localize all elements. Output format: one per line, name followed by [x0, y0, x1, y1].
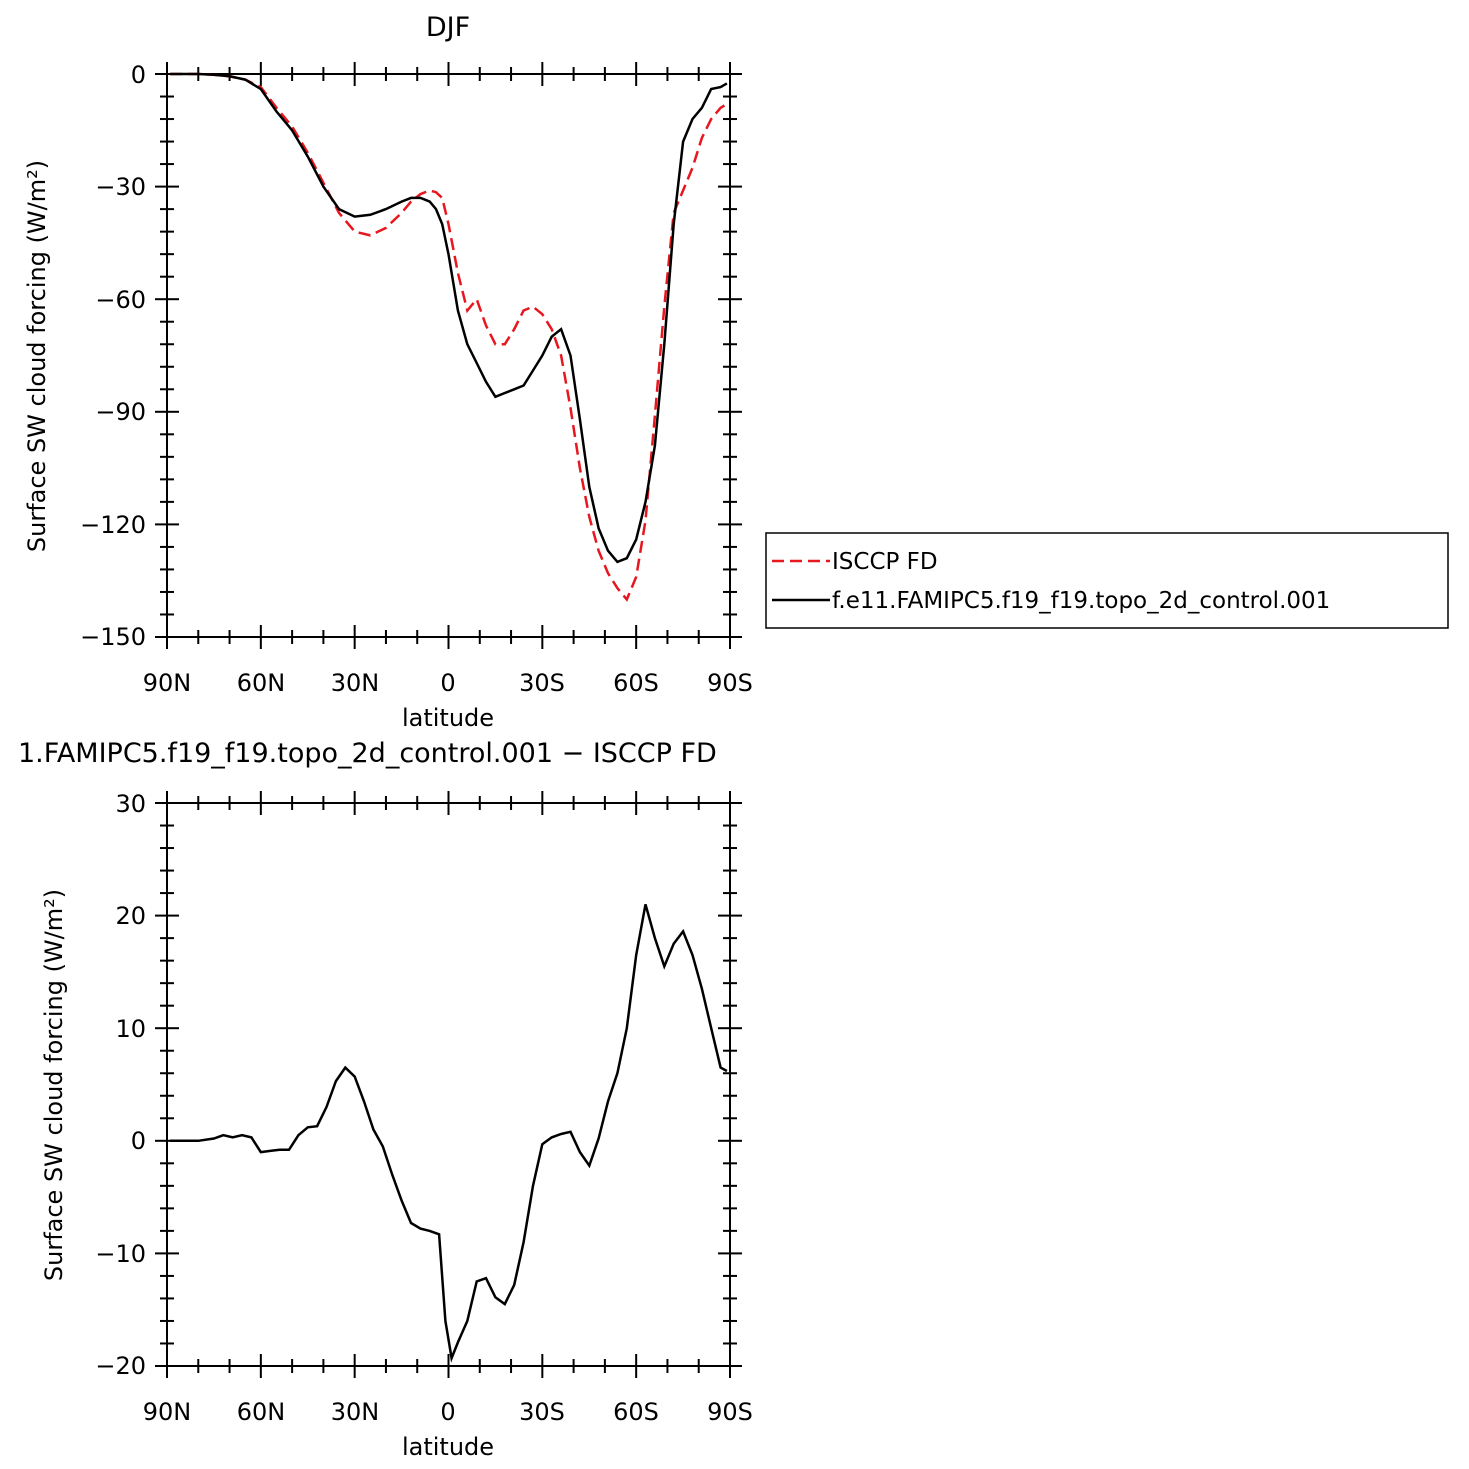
top-x-tick-label-90s: 90S	[707, 669, 753, 697]
top-y-tick-label-minus120: −120	[80, 511, 146, 539]
top-panel: DJF 90N 60N 30N 0 30S 60S 90S 0 −30 −60 …	[23, 12, 753, 732]
bottom-x-tick-label-60n: 60N	[237, 1398, 286, 1426]
top-x-tick-label-30s: 30S	[519, 669, 565, 697]
top-y-tick-label-minus90: −90	[95, 398, 146, 426]
top-x-tick-label-30n: 30N	[331, 669, 380, 697]
bottom-y-tick-label-0: 0	[131, 1127, 146, 1155]
bottom-y-tick-label-20: 20	[115, 902, 146, 930]
legend: ISCCP FD f.e11.FAMIPC5.f19_f19.topo_2d_c…	[765, 532, 1449, 629]
bottom-y-tick-label-minus20: −20	[95, 1352, 146, 1380]
top-series	[170, 72, 728, 602]
bottom-y-tick-label-minus10: −10	[95, 1240, 146, 1268]
top-plot-title: DJF	[426, 12, 470, 43]
top-x-tick-labels: 90N 60N 30N 0 30S 60S 90S	[143, 669, 753, 697]
bottom-plot-title: 1.FAMIPC5.f19_f19.topo_2d_control.001 − …	[18, 738, 717, 769]
top-x-tick-label-90n: 90N	[143, 669, 192, 697]
legend-label-isccp-fd: ISCCP FD	[832, 549, 938, 575]
top-y-axis-label: Surface SW cloud forcing (W/m²)	[23, 160, 51, 552]
bottom-y-tick-labels: 30 20 10 0 −10 −20	[95, 790, 146, 1380]
top-y-tick-label-0: 0	[131, 61, 146, 89]
top-y-tick-label-minus150: −150	[80, 623, 146, 651]
bottom-x-tick-label-90n: 90N	[143, 1398, 192, 1426]
bottom-x-tick-labels: 90N 60N 30N 0 30S 60S 90S	[143, 1398, 753, 1426]
top-plot-frame	[166, 73, 731, 638]
bottom-x-tick-label-0: 0	[440, 1398, 455, 1426]
top-y-tick-label-minus30: −30	[95, 173, 146, 201]
bottom-x-tick-label-60s: 60S	[613, 1398, 659, 1426]
bottom-ticks	[155, 791, 742, 1378]
bottom-x-tick-label-30s: 30S	[519, 1398, 565, 1426]
bottom-y-axis-label: Surface SW cloud forcing (W/m²)	[40, 889, 68, 1281]
bottom-x-tick-label-30n: 30N	[331, 1398, 380, 1426]
top-x-tick-label-60s: 60S	[613, 669, 659, 697]
series-line-difference	[170, 903, 728, 1363]
series-line-model-control	[170, 72, 728, 564]
top-y-tick-labels: 0 −30 −60 −90 −120 −150	[80, 61, 146, 651]
legend-label-model-control: f.e11.FAMIPC5.f19_f19.topo_2d_control.00…	[832, 588, 1330, 614]
bottom-y-tick-label-10: 10	[115, 1015, 146, 1043]
bottom-y-tick-label-30: 30	[115, 790, 146, 818]
series-line-isccp-fd	[170, 72, 728, 602]
top-x-tick-label-0: 0	[440, 669, 455, 697]
legend-box	[765, 532, 1449, 629]
bottom-x-axis-label: latitude	[402, 1433, 494, 1461]
top-y-tick-label-minus60: −60	[95, 286, 146, 314]
bottom-panel: 1.FAMIPC5.f19_f19.topo_2d_control.001 − …	[18, 738, 753, 1461]
bottom-x-tick-label-90s: 90S	[707, 1398, 753, 1426]
top-ticks	[155, 62, 742, 649]
top-x-tick-label-60n: 60N	[237, 669, 286, 697]
top-x-axis-label: latitude	[402, 704, 494, 732]
bottom-plot-frame	[166, 802, 731, 1367]
